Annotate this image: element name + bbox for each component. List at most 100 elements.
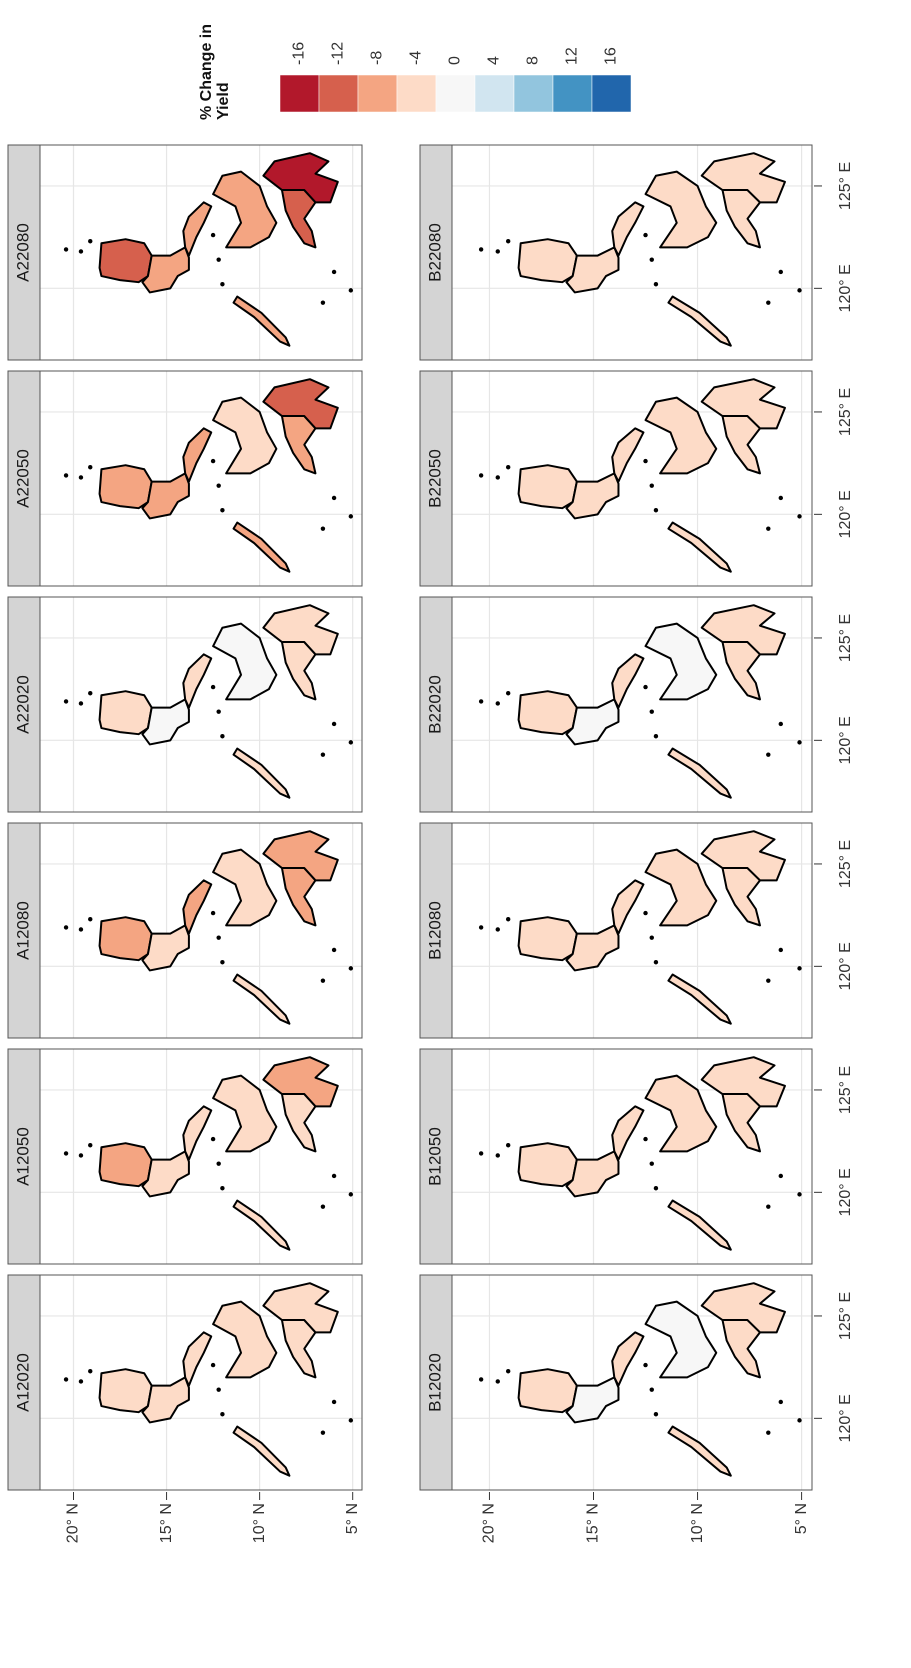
island [63,1151,69,1156]
region [517,238,578,284]
region [141,924,190,972]
island [331,1173,337,1179]
island [220,508,225,513]
strip [7,144,41,361]
region [212,1300,278,1379]
region [232,521,291,573]
island [478,1377,484,1382]
region [667,521,732,573]
x-tick-label: 125° E [837,1292,854,1340]
legend-label: 16 [603,47,620,65]
region [141,1376,190,1424]
region [212,1074,278,1153]
island [88,1369,93,1374]
island [220,734,225,739]
region [262,378,339,430]
island [78,1153,84,1158]
region [517,916,578,962]
region [611,427,645,483]
island [778,269,783,275]
island [766,1430,771,1435]
island [766,752,771,757]
y-tick-label: 20° N [65,1503,82,1543]
island [643,1136,648,1142]
island [766,300,771,305]
region [644,170,718,249]
strip [419,596,453,813]
strip-text: B22050 [425,449,444,508]
region [232,747,291,799]
strip-text: B12050 [425,1127,444,1186]
island [216,257,221,262]
island [88,917,93,922]
region [141,698,190,746]
panel-background [40,1049,362,1264]
strip-text: B12080 [425,901,444,960]
island [220,960,225,965]
panel-background [40,145,362,360]
region [700,1282,786,1334]
island [495,249,500,254]
region [141,246,190,294]
island [643,458,648,464]
region [611,653,645,709]
island [88,1143,93,1148]
panel-background [40,371,362,586]
strip-text: B22020 [425,675,444,734]
region [667,295,732,347]
island [649,1387,654,1392]
strip [419,822,453,1039]
island [348,740,354,745]
legend-swatch [552,74,593,113]
region [565,1150,620,1198]
island [320,300,326,305]
region [262,830,339,882]
region [98,238,153,284]
strip-text: A12050 [13,1127,32,1186]
region [667,1199,732,1251]
region [611,1105,645,1161]
island [778,1173,783,1179]
region [232,295,291,347]
region [98,1142,153,1188]
rotated-figure: A12020 A12050 A12080 A22020 A22050 A22080 B120… [7,24,854,1543]
region [700,1056,786,1108]
region [667,973,732,1025]
x-tick-label: 125° E [837,1066,854,1114]
region [182,653,213,709]
island [210,910,216,916]
x-tick-label: 120° E [837,716,854,764]
y-tick-label: 5° N [793,1503,810,1534]
y-tick-label: 10° N [251,1503,268,1543]
island [505,239,511,244]
x-tick-label: 120° E [837,490,854,538]
region [700,152,786,204]
island [88,239,93,244]
region [644,622,718,701]
legend-title: % Change in Yield [198,24,232,120]
island [78,1379,84,1384]
island [216,709,221,714]
region [517,464,578,510]
region [644,1300,718,1379]
island [210,458,216,464]
island [478,699,484,704]
region [667,747,732,799]
island [63,699,69,704]
panel-background [40,597,362,812]
island [220,282,225,287]
island [478,473,484,478]
island [348,1192,354,1197]
island [478,247,484,252]
strip [7,822,41,1039]
island [505,1143,511,1148]
region [565,472,620,520]
island [320,526,326,531]
island [63,473,69,478]
region [182,1105,213,1161]
strip-text: A12020 [13,1353,32,1412]
island [210,684,216,690]
legend-label: -8 [369,51,386,65]
